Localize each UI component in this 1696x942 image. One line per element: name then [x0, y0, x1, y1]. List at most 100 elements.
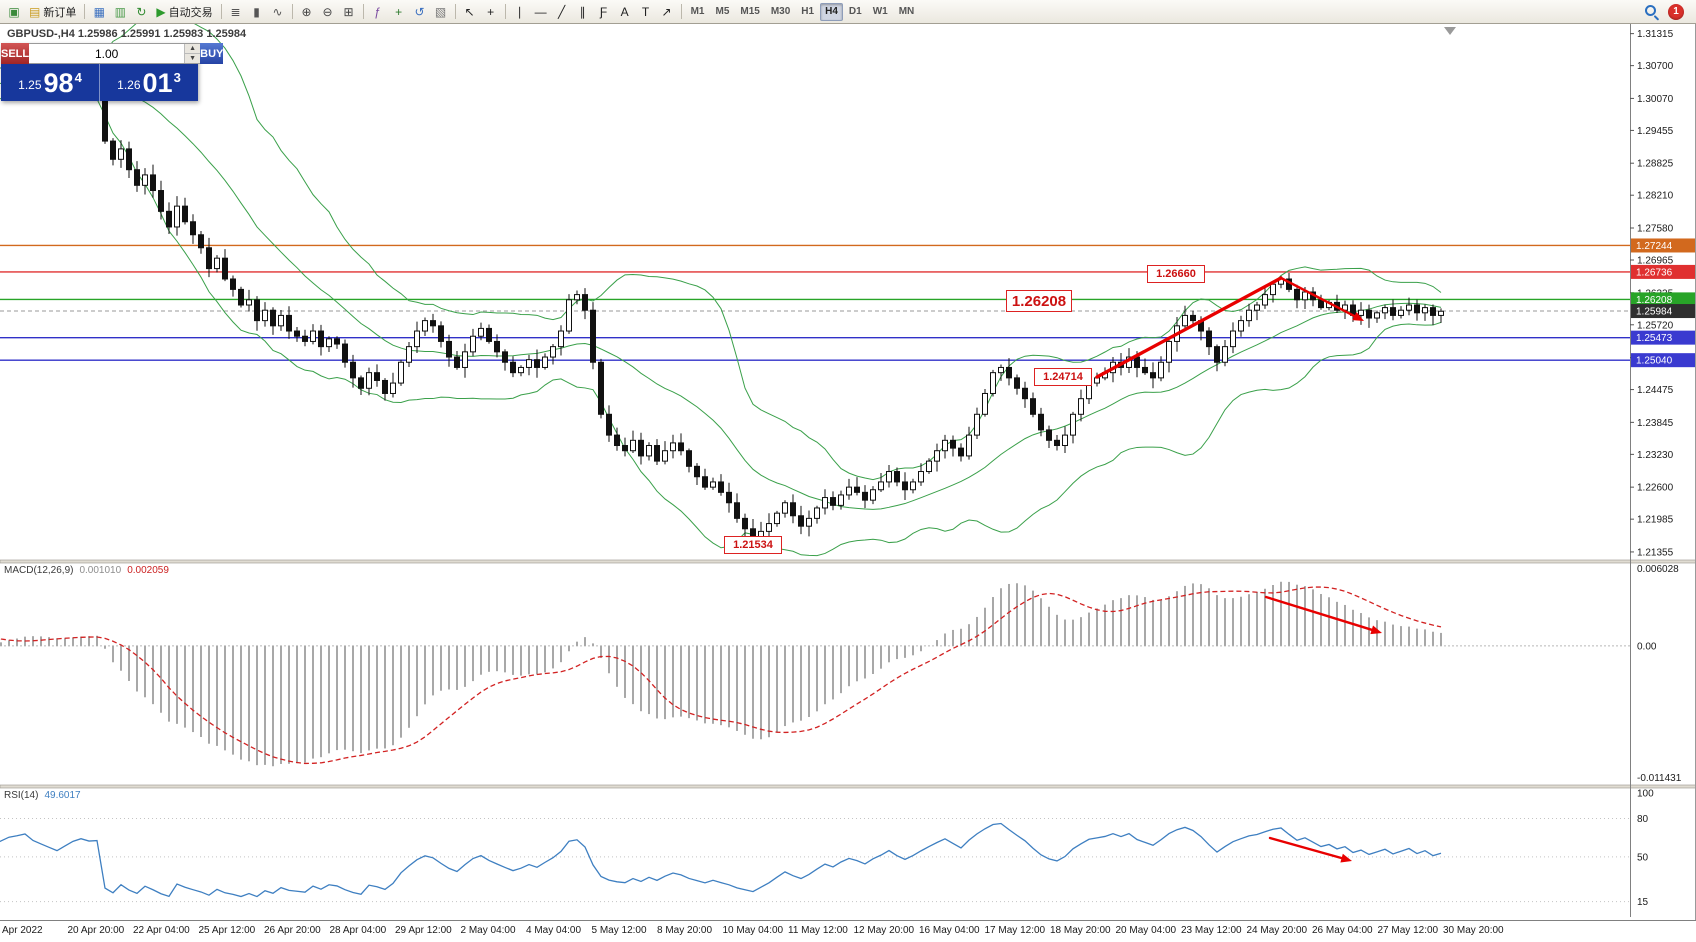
- volume-box: ▲ ▼: [29, 43, 201, 64]
- trend-arrow-down[interactable]: [1279, 276, 1360, 320]
- timeframe-h1[interactable]: H1: [801, 6, 815, 17]
- time-axis-label: 26 Apr 20:00: [264, 925, 321, 936]
- timeframe-m30[interactable]: M30: [770, 6, 791, 17]
- zoom-out-button[interactable]: ⊖: [318, 2, 338, 22]
- ask-price[interactable]: 1.26 01 3: [100, 64, 198, 101]
- macd-signal-line: [0, 586, 1442, 765]
- volume-up-button[interactable]: ▲: [185, 44, 201, 54]
- chart-shift-marker[interactable]: [1444, 27, 1456, 35]
- bar-chart-button[interactable]: ≣: [226, 2, 246, 22]
- timeframe-h4[interactable]: H4: [820, 2, 843, 21]
- tile-windows-button[interactable]: ⊞: [339, 2, 359, 22]
- trendline-button[interactable]: ╱: [552, 2, 572, 22]
- horizontal-line-button[interactable]: —: [531, 2, 551, 22]
- timeframe-mn[interactable]: MN: [898, 6, 915, 17]
- fibonacci-icon: Ƒ: [599, 4, 608, 19]
- line-chart-icon: ∿: [272, 4, 283, 19]
- refresh-icon: ↻: [136, 4, 147, 19]
- terminal-button[interactable]: ▣: [4, 2, 24, 22]
- data-window-button[interactable]: ▥: [110, 2, 130, 22]
- label-button[interactable]: T: [636, 2, 656, 22]
- price-axis[interactable]: 1.31315 1.30700 1.30070 1.29455 1.28825 1.282…: [1630, 29, 1695, 908]
- candle-down: [350, 361, 356, 379]
- candle-down: [342, 343, 348, 363]
- new-chart-button[interactable]: +: [389, 2, 409, 22]
- line-chart-button[interactable]: ∿: [268, 2, 288, 22]
- candle-down: [1142, 366, 1148, 374]
- bid-big-digits: 98: [43, 68, 74, 98]
- candle-down: [446, 340, 452, 358]
- buy-button[interactable]: BUY: [200, 43, 224, 64]
- autotrade-button[interactable]: ▶ 自动交易: [152, 2, 216, 22]
- panel-splitter-macd[interactable]: [0, 559, 1696, 564]
- candle-down: [358, 377, 364, 389]
- volume-input[interactable]: [29, 44, 185, 63]
- arrows-button[interactable]: ↗: [657, 2, 677, 22]
- macd-histogram: [0, 581, 1442, 767]
- price-callout-126660[interactable]: 1.26660: [1147, 265, 1205, 283]
- timeframe-m1[interactable]: M1: [690, 6, 705, 17]
- fibonacci-button[interactable]: Ƒ: [594, 2, 614, 22]
- macd-panel: [0, 581, 1630, 767]
- panel-splitter-rsi[interactable]: [0, 784, 1696, 789]
- candle-down: [206, 247, 212, 270]
- cycle-button[interactable]: ↺: [410, 2, 430, 22]
- time-axis[interactable]: Apr 2022 20 Apr 20:00 22 Apr 04:00 25 Apr 1…: [0, 920, 1696, 942]
- bid-price[interactable]: 1.25 98 4: [1, 64, 100, 101]
- rsi-axis-label: 15: [1637, 897, 1649, 908]
- text-button[interactable]: A: [615, 2, 635, 22]
- zoom-in-button[interactable]: ⊕: [297, 2, 317, 22]
- rsi-axis-label: 80: [1637, 814, 1649, 825]
- bid-pipette: 4: [74, 70, 82, 85]
- zoom-in-icon: ⊕: [301, 4, 312, 19]
- chart-area: 1.31315 1.30700 1.30070 1.29455 1.28825 1.282…: [0, 24, 1696, 942]
- candle-up: [774, 512, 780, 525]
- rsi-arrow-down[interactable]: [1268, 836, 1347, 861]
- candle-up: [1406, 304, 1412, 311]
- candle-down: [678, 442, 684, 452]
- cursor-icon: ↖: [464, 4, 475, 19]
- bid-prefix: 1.25: [18, 78, 42, 92]
- sell-button[interactable]: SELL: [1, 43, 30, 64]
- notification-badge[interactable]: 1: [1668, 3, 1684, 20]
- timeframe-w1[interactable]: W1: [872, 6, 888, 17]
- candle-down: [790, 502, 796, 517]
- volume-down-button[interactable]: ▼: [185, 54, 201, 63]
- rsi-value: 49.6017: [44, 790, 81, 801]
- candle-up: [542, 356, 548, 368]
- candle-up: [574, 294, 580, 301]
- cursor-button[interactable]: ↖: [460, 2, 480, 22]
- price-callout-126208[interactable]: 1.26208: [1006, 290, 1072, 312]
- candle-down: [894, 471, 900, 483]
- timeframe-m15[interactable]: M15: [740, 6, 760, 17]
- toolbar: ▣ ▤ 新订单 ▦ ▥ ↻ ▶ 自动交易 ≣ ▮ ∿ ⊕ ⊖ ⊞ ƒ + ↺ ▧ ↖ + ∣ — ╱ ∥ Ƒ A T ↗ M1 M5 M1…: [0, 0, 1696, 24]
- price-callout-124714[interactable]: 1.24714: [1034, 368, 1092, 386]
- time-axis-label: 2 May 04:00: [460, 925, 516, 936]
- vertical-line-button[interactable]: ∣: [510, 2, 530, 22]
- macd-arrow-down[interactable]: [1264, 595, 1378, 633]
- time-axis-label: 27 May 12:00: [1377, 925, 1439, 936]
- tile-windows-icon: ⊞: [343, 4, 354, 19]
- indicators-button[interactable]: ƒ: [368, 2, 388, 22]
- candle-up: [566, 299, 572, 332]
- timeframe-m5[interactable]: M5: [715, 6, 730, 17]
- channel-button[interactable]: ∥: [573, 2, 593, 22]
- price-tag-value: 1.25984: [1636, 307, 1673, 318]
- price-chart-canvas[interactable]: 1.31315 1.30700 1.30070 1.29455 1.28825 1.282…: [0, 24, 1696, 941]
- search-icon[interactable]: [1644, 4, 1659, 19]
- refresh-button[interactable]: ↻: [131, 2, 151, 22]
- toolbar-separator: [362, 4, 364, 19]
- new-order-button[interactable]: ▤ 新订单: [25, 2, 80, 22]
- price-axis-label: 1.21985: [1637, 515, 1674, 526]
- candle-down: [382, 379, 388, 394]
- candle-down: [798, 515, 804, 527]
- timeframe-d1[interactable]: D1: [848, 6, 862, 17]
- price-callout-121534[interactable]: 1.21534: [724, 536, 782, 554]
- crosshair-button[interactable]: +: [481, 2, 501, 22]
- candlestick-button[interactable]: ▮: [247, 2, 267, 22]
- trend-arrow-up[interactable]: [1095, 276, 1283, 379]
- price-axis-label: 1.31315: [1637, 29, 1674, 40]
- market-watch-button[interactable]: ▦: [89, 2, 109, 22]
- timeframe-group: M1 M5 M15 M30 H1 H4 D1 W1 MN: [686, 2, 920, 21]
- templates-button[interactable]: ▧: [431, 2, 451, 22]
